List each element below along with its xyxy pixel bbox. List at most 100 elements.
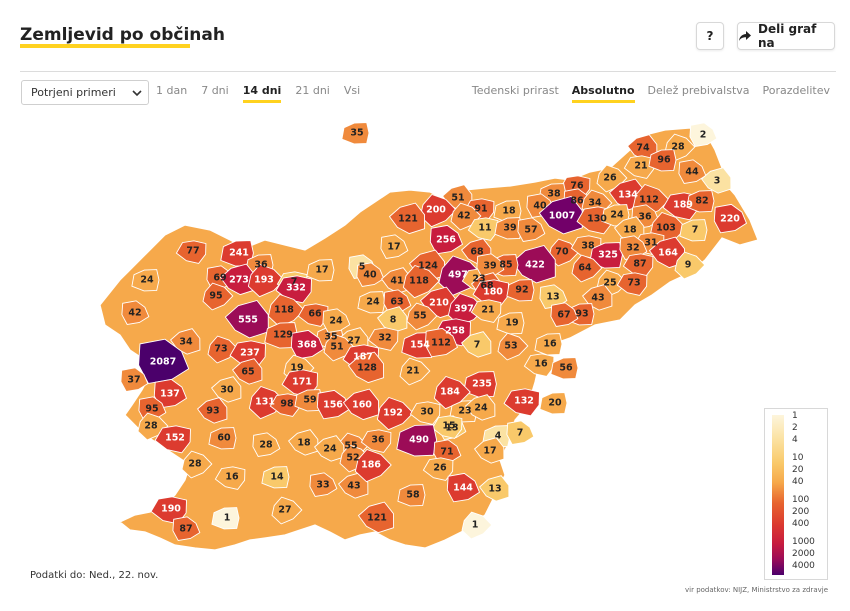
municipality-region[interactable] — [503, 388, 540, 417]
municipality-region[interactable] — [538, 195, 583, 235]
tab-1-dan[interactable]: 1 dan — [156, 84, 188, 97]
tab-absolutno[interactable]: Absolutno — [571, 84, 635, 103]
municipality-region[interactable] — [169, 328, 201, 355]
municipality-region[interactable] — [473, 437, 505, 464]
municipality-region[interactable] — [271, 496, 303, 525]
municipality-region[interactable] — [313, 435, 345, 462]
municipality-region[interactable] — [539, 392, 568, 415]
municipality-region[interactable] — [287, 429, 319, 456]
tab-tedenski-prirast[interactable]: Tedenski prirast — [471, 84, 559, 97]
municipality-region[interactable] — [121, 300, 150, 325]
municipality-region[interactable] — [196, 397, 228, 424]
municipality-region[interactable] — [357, 501, 395, 534]
municipality-region[interactable] — [674, 251, 706, 280]
municipality-region[interactable] — [422, 457, 454, 481]
municipality-region[interactable] — [470, 299, 502, 323]
municipality-region[interactable] — [214, 466, 246, 490]
municipality-region[interactable] — [461, 511, 493, 540]
municipality-region[interactable] — [150, 496, 187, 525]
municipality-region[interactable] — [678, 159, 707, 184]
municipality-region[interactable] — [306, 259, 335, 282]
tab-porazdelitev[interactable]: Porazdelitev — [762, 84, 830, 97]
municipality-region[interactable] — [648, 149, 677, 172]
municipality-region[interactable] — [550, 302, 579, 327]
municipality-region[interactable] — [357, 291, 386, 314]
municipality-region[interactable] — [131, 269, 160, 292]
municipality-region[interactable] — [294, 389, 323, 412]
municipality-region[interactable] — [316, 389, 351, 420]
municipality-region[interactable] — [380, 234, 409, 259]
municipality-region[interactable] — [172, 516, 201, 541]
municipality-region[interactable] — [496, 312, 525, 335]
municipality-region[interactable] — [648, 236, 686, 269]
municipality-region[interactable] — [433, 375, 471, 410]
municipality-region[interactable] — [120, 367, 149, 392]
municipality-region[interactable] — [252, 432, 281, 457]
municipality-region[interactable] — [494, 217, 523, 240]
municipality-region[interactable] — [354, 448, 392, 483]
municipality-region[interactable] — [419, 193, 457, 228]
municipality-region[interactable] — [367, 327, 399, 351]
municipality-region[interactable] — [342, 388, 380, 421]
municipality-region[interactable] — [231, 358, 263, 385]
metric-select[interactable]: Potrjeni primeri — [21, 80, 149, 105]
municipality-region[interactable] — [360, 429, 392, 453]
municipality-region[interactable] — [202, 282, 234, 311]
municipality-region[interactable] — [478, 475, 510, 502]
municipality-region[interactable] — [506, 420, 535, 445]
municipality-region[interactable] — [261, 466, 290, 489]
municipality-region[interactable] — [396, 424, 438, 457]
municipality-region[interactable] — [347, 351, 385, 384]
municipality-region[interactable] — [409, 401, 441, 425]
municipality-region[interactable] — [290, 329, 325, 360]
municipality-region[interactable] — [589, 242, 623, 269]
municipality-region[interactable] — [208, 427, 237, 450]
municipality-region[interactable] — [406, 302, 438, 331]
municipality-region[interactable] — [224, 299, 269, 339]
municipality-value-label: 112 — [431, 338, 451, 349]
municipality-region[interactable] — [211, 507, 240, 530]
tab-delez-prebivalstva[interactable]: Delež prebivalstva — [647, 84, 750, 97]
municipality-region[interactable] — [517, 217, 546, 242]
municipality-region[interactable] — [431, 415, 463, 439]
municipality-region[interactable] — [309, 472, 338, 497]
municipality-region[interactable] — [446, 472, 481, 503]
municipality-region[interactable] — [713, 203, 748, 234]
municipality-region[interactable] — [511, 244, 556, 284]
municipality-region[interactable] — [506, 279, 535, 302]
municipality-region[interactable] — [153, 378, 188, 409]
tab-14-dni[interactable]: 14 dni — [242, 84, 282, 103]
municipality-region[interactable] — [534, 333, 563, 356]
municipality-region[interactable] — [571, 254, 603, 283]
tab-7-dni[interactable]: 7 dni — [201, 84, 229, 97]
municipality-region[interactable] — [464, 394, 496, 421]
municipality-region[interactable] — [463, 371, 497, 398]
municipality-region[interactable] — [689, 122, 718, 147]
municipality-region[interactable] — [399, 357, 431, 386]
help-button[interactable]: ? — [696, 22, 724, 50]
municipality-region[interactable] — [622, 253, 654, 277]
municipality-region[interactable] — [700, 167, 732, 194]
municipality-region[interactable] — [616, 272, 648, 296]
municipality-region[interactable] — [397, 484, 426, 507]
municipality-region[interactable] — [388, 202, 426, 235]
municipality-region[interactable] — [341, 122, 370, 145]
municipality-region[interactable] — [424, 327, 459, 358]
municipality-region[interactable] — [175, 240, 207, 264]
municipality-region[interactable] — [154, 425, 191, 454]
municipality-region[interactable] — [210, 376, 242, 403]
tab-21-dni[interactable]: 21 dni — [295, 84, 330, 97]
municipality-region[interactable] — [376, 396, 414, 431]
municipality-region[interactable] — [550, 357, 579, 380]
tab-vsi[interactable]: Vsi — [343, 84, 361, 97]
municipality-region[interactable] — [356, 262, 385, 287]
municipality-region[interactable] — [402, 264, 440, 299]
municipality-region[interactable] — [686, 190, 715, 213]
municipality-region[interactable] — [429, 224, 464, 255]
municipality-region[interactable] — [460, 331, 492, 358]
municipality-region[interactable] — [322, 308, 351, 333]
municipality-region[interactable] — [181, 450, 213, 479]
share-button[interactable]: Deli graf na — [737, 22, 835, 50]
municipality-region[interactable] — [497, 332, 529, 361]
municipality-region[interactable] — [679, 219, 708, 242]
